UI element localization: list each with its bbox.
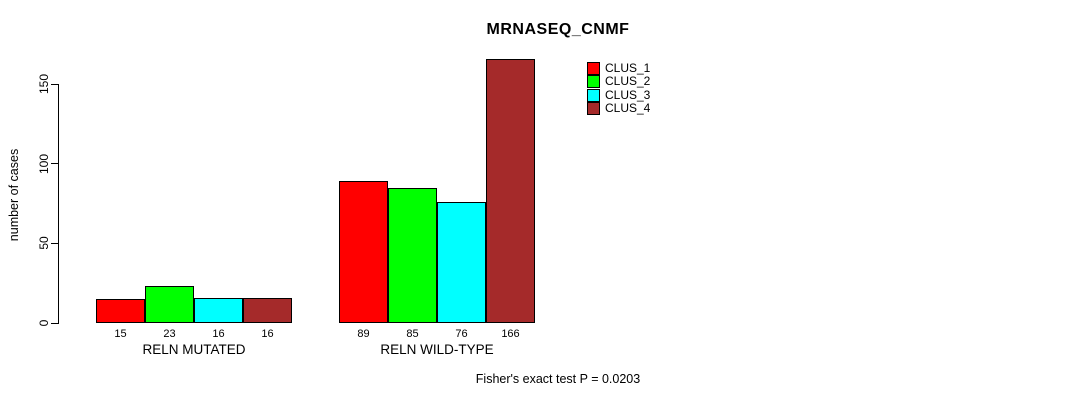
bar-clus_2-2 (388, 187, 437, 323)
group-label: RELN MUTATED (142, 342, 246, 357)
bar-clus_3-1 (194, 297, 243, 323)
y-tick-label-text: 50 (37, 236, 51, 251)
y-tick-label-text: 0 (37, 319, 51, 327)
legend-label-clus_3: CLUS_3 (605, 87, 651, 102)
legend-swatch-clus_1 (587, 62, 600, 75)
y-tick-label-text: 150 (37, 73, 51, 95)
legend-swatch-clus_2 (587, 75, 600, 89)
legend-label-clus_4: CLUS_4 (605, 100, 651, 115)
y-tick-mark (51, 322, 58, 324)
bar-clus_1-1 (96, 299, 145, 323)
bar-value-label: 166 (501, 328, 520, 340)
legend-swatch-clus_4 (587, 101, 600, 115)
bar-clus_1-2 (339, 181, 388, 323)
bar-value-label: 89 (357, 328, 370, 340)
bar-clus_2-1 (145, 286, 194, 323)
fisher-test-annotation: Fisher's exact test P = 0.0203 (475, 372, 641, 386)
bar-value-label: 15 (114, 328, 127, 340)
bar-value-label: 76 (455, 328, 468, 340)
bar-value-label: 23 (163, 328, 176, 340)
y-tick-mark (51, 163, 58, 165)
bar-clus_4-2 (486, 58, 535, 323)
bar-clus_3-2 (437, 201, 486, 323)
legend-label-clus_1: CLUS_1 (605, 61, 651, 75)
bar-value-label: 16 (261, 328, 274, 340)
y-tick-mark (51, 242, 58, 244)
bar-value-label: 16 (212, 328, 225, 340)
y-axis-line (58, 84, 59, 324)
chart-title: MRNASEQ_CNMF (486, 21, 630, 38)
y-tick-label-text: 100 (37, 153, 51, 174)
bar-value-label: 85 (406, 328, 419, 340)
bar-clus_4-1 (243, 297, 292, 323)
y-axis-title-text: number of cases (7, 148, 21, 242)
y-tick-mark (51, 83, 58, 85)
group-label: RELN WILD-TYPE (380, 342, 494, 357)
legend-label-clus_2: CLUS_2 (605, 74, 651, 89)
legend-swatch-clus_3 (587, 88, 600, 102)
